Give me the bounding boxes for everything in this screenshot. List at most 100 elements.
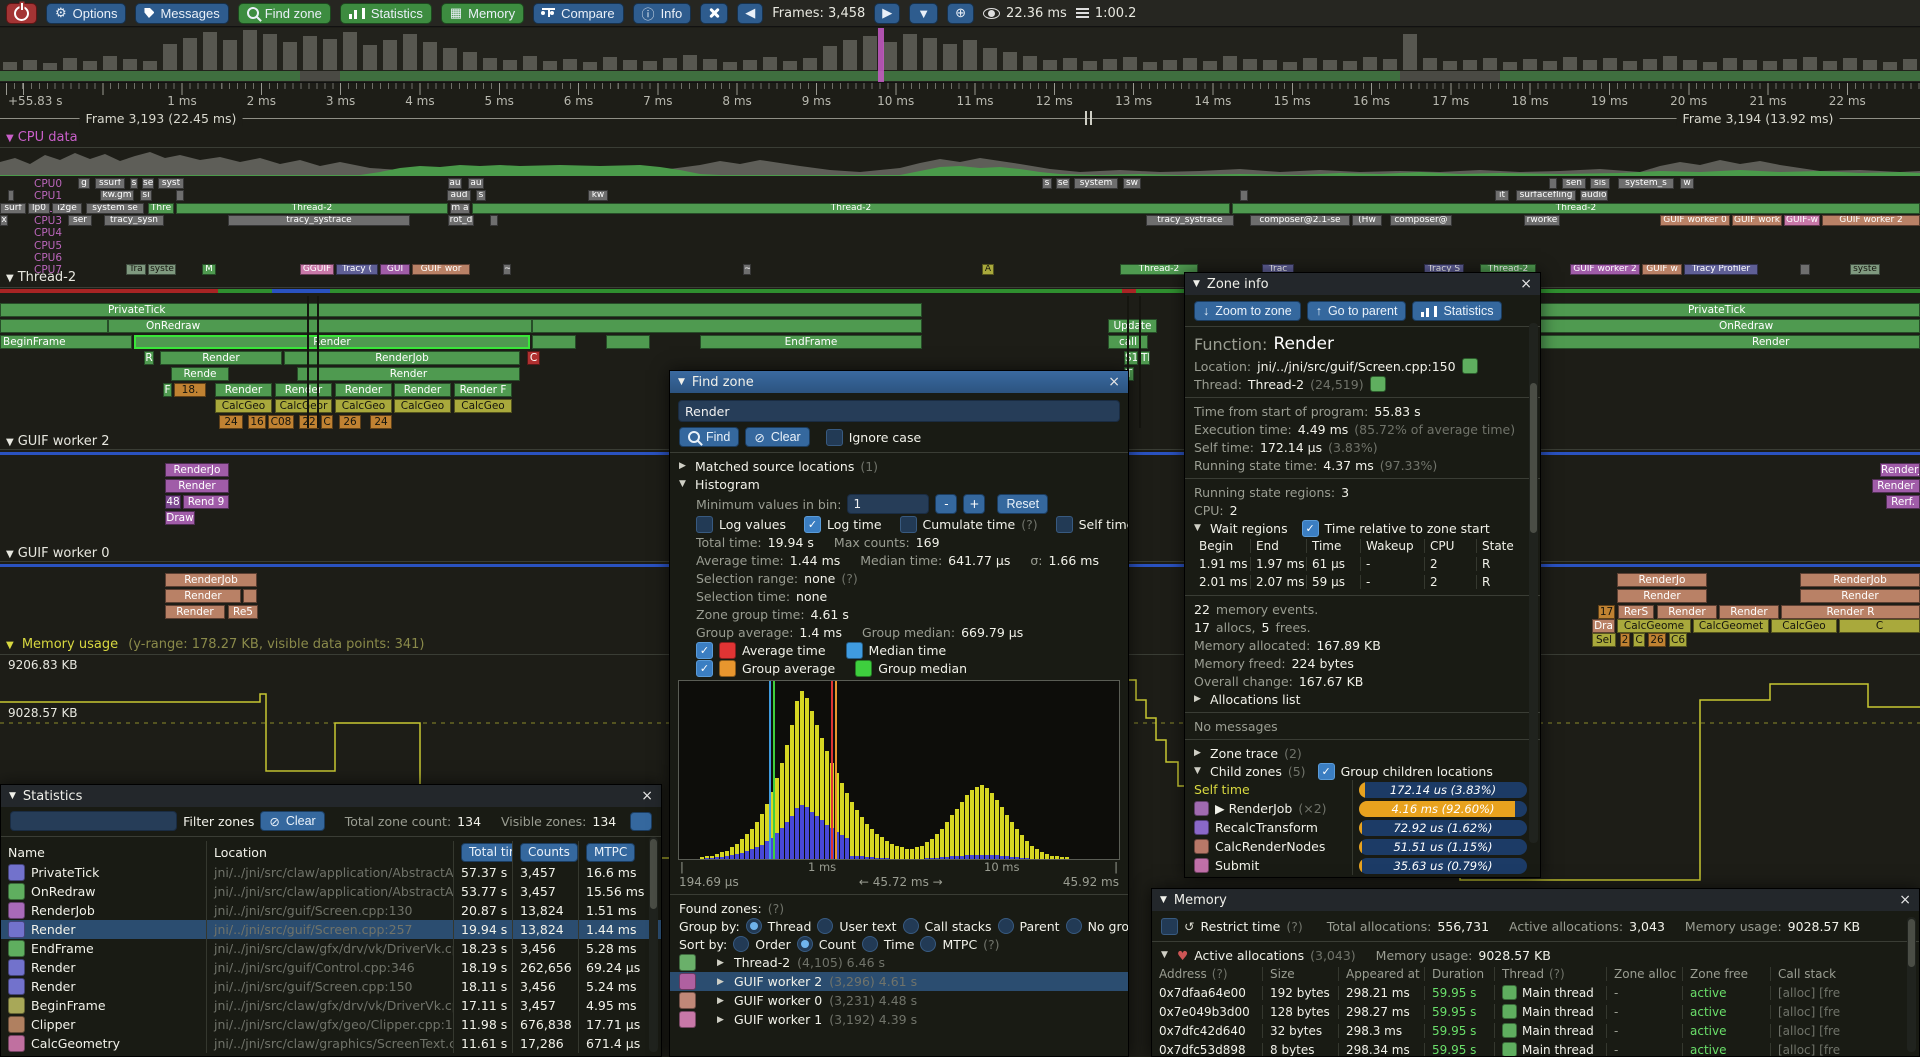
column-header[interactable]: Zone alloc <box>1614 966 1677 981</box>
group-by-radio-call-stacks[interactable] <box>902 918 919 934</box>
timeline-zone[interactable]: 26 <box>1648 633 1666 647</box>
timeline-zone[interactable]: CalcGeo <box>1771 619 1837 633</box>
timeline-zone[interactable]: CalcGeor <box>275 399 332 413</box>
timeline-zone[interactable]: Rende <box>171 367 229 381</box>
memory-button[interactable]: ▦ Memory <box>440 2 525 24</box>
cpu-zone[interactable]: GUIF worker 0 <box>1660 214 1730 226</box>
timeline-zone[interactable]: CalcGeomet <box>1693 619 1769 633</box>
timeline-zone[interactable]: RenderJo <box>165 463 229 477</box>
cpu-zone[interactable]: kw.gm <box>100 190 134 202</box>
column-header[interactable]: Appeared at <box>1346 966 1420 981</box>
cpu-zone[interactable]: GUI <box>380 264 410 276</box>
cpu-zone[interactable]: Thread-2 <box>472 202 1230 214</box>
timeline-zone[interactable]: RenderJob <box>165 573 257 587</box>
cpu-zone[interactable]: rworke <box>1524 214 1560 226</box>
timeline-zone[interactable] <box>606 335 650 349</box>
guif-worker0-header[interactable]: ▼ GUIF worker 0 <box>6 546 110 561</box>
timeline-zone[interactable]: CalcGeo <box>215 399 272 413</box>
timeline-zone[interactable]: RerS <box>1618 605 1654 619</box>
cpu-zone[interactable]: GGUIF <box>300 264 334 276</box>
cpu-zone[interactable]: syste <box>1850 264 1880 276</box>
statistics-row[interactable]: Render jni/../jni/src/guif/Screen.cpp:150… <box>1 977 661 996</box>
timeline-zone[interactable]: CalcGeome <box>1617 619 1691 633</box>
arrow-left-icon[interactable]: ◀ <box>737 2 764 24</box>
cpu-zone[interactable]: se <box>1056 178 1070 189</box>
clear-filter-button[interactable]: ⊘ Clear <box>260 811 325 831</box>
timeline-zone[interactable]: C <box>1633 633 1645 647</box>
cpu-zone[interactable] <box>1549 178 1557 189</box>
statistics-row[interactable]: Render jni/../jni/src/guif/Screen.cpp:257… <box>1 920 661 939</box>
cpu-zone[interactable]: it <box>1495 190 1509 202</box>
timeline-zone[interactable]: RenderJob <box>284 351 520 365</box>
timeline-zone[interactable]: C08 <box>268 415 294 429</box>
group-by-radio-no-grouping[interactable] <box>1065 918 1082 934</box>
statistics-row[interactable]: CalcGeometry jni/../jni/src/claw/graphics… <box>1 1034 661 1053</box>
child-zone-row[interactable]: Self time 172.14 us (3.83%) <box>1185 780 1540 799</box>
timeline-zone[interactable]: Tl <box>1140 351 1150 365</box>
timeline-zone[interactable]: CalcGeo <box>454 399 512 413</box>
cpu-zone[interactable]: system <box>1074 178 1118 189</box>
timeline-zone[interactable]: Render <box>215 383 272 397</box>
zone-info-titlebar[interactable]: ▼ Zone info × <box>1185 273 1540 295</box>
log-values-checkbox[interactable] <box>696 515 713 533</box>
cpu-zone[interactable]: m a <box>450 202 470 214</box>
timeline-zone[interactable]: Draw <box>165 511 195 525</box>
timeline-zone[interactable]: C <box>527 351 540 365</box>
cpu-zone[interactable]: composer@2.1-se <box>1250 214 1350 226</box>
timeline-zone[interactable]: Re5 <box>228 605 258 619</box>
cpu-zone[interactable]: g <box>78 178 90 189</box>
timeline-zone[interactable]: Rend 9 <box>183 495 229 509</box>
cpu-zone[interactable]: si <box>140 190 152 202</box>
cpu-zone[interactable]: tracy_systrace <box>1146 214 1234 226</box>
cpu-zone[interactable]: au <box>468 178 484 189</box>
cpu-zone[interactable]: GUIF worker 2 <box>1570 264 1640 276</box>
cpu-zone[interactable]: Thread-2 <box>1120 264 1198 276</box>
thread2-header[interactable]: ▼ Thread-2 <box>6 270 77 285</box>
sort-by-radio-mtpc[interactable] <box>920 936 937 952</box>
timeline-zone[interactable]: Render <box>160 351 282 365</box>
timeline-zone[interactable]: PrivateTick <box>0 303 922 317</box>
statistics-row[interactable]: Render jni/../jni/src/guif/Control.cpp:34… <box>1 958 661 977</box>
crosshair-icon[interactable]: ⊕ <box>947 2 975 24</box>
timeline-zone[interactable]: Render <box>335 383 392 397</box>
sort-counts-button[interactable]: Counts <box>520 842 578 862</box>
column-header[interactable]: Size <box>1270 966 1295 981</box>
timeline-zone[interactable]: Dra <box>1592 619 1615 633</box>
zone-info-scrollbar[interactable] <box>1529 323 1538 843</box>
find-zone-button[interactable]: Find zone <box>237 2 331 24</box>
statistics-row[interactable]: PrivateTick jni/../jni/src/claw/applicati… <box>1 863 661 882</box>
timeline-zone[interactable]: RenderJ <box>1880 463 1920 477</box>
cpu-zone[interactable] <box>490 214 498 226</box>
column-name[interactable]: Name <box>8 844 45 860</box>
cpu-zone[interactable]: surfacefling <box>1516 190 1576 202</box>
sort-mtpc-button[interactable]: MTPC <box>586 842 636 862</box>
allocation-row[interactable]: 0x7dfc53d898 8 bytes 298.34 ms 59.95 s Main … <box>1152 1040 1919 1056</box>
cpu-zone[interactable]: syst <box>158 178 184 189</box>
cpu-zone[interactable]: s <box>476 190 486 202</box>
timeline-zone[interactable]: 2 <box>1620 633 1630 647</box>
arrow-down-icon[interactable]: ▼ <box>909 2 939 24</box>
statistics-button[interactable]: Statistics <box>1412 301 1503 321</box>
timeline-zone[interactable]: Render <box>1719 605 1779 619</box>
increment-button[interactable]: + <box>963 494 986 514</box>
timeline-zone[interactable]: Render R <box>1781 605 1920 619</box>
close-icon[interactable]: × <box>1108 374 1120 390</box>
time-relative-checkbox[interactable]: ✓ <box>1301 519 1319 537</box>
timeline-zone[interactable]: 26 <box>339 415 361 429</box>
timeline-zone[interactable]: OnRedraw <box>108 319 532 333</box>
column-header[interactable]: Duration <box>1432 966 1485 981</box>
allocation-row[interactable]: 0x7e049b3d00 128 bytes 298.27 ms 59.95 s Mai… <box>1152 1002 1919 1021</box>
wait-region-row[interactable]: 2.01 ms 2.07 ms 59 μs -2 R <box>1194 573 1531 591</box>
wait-region-row[interactable]: 1.91 ms 1.97 ms 61 μs -2 R <box>1194 555 1531 573</box>
cpu-zone[interactable]: ~ <box>743 264 751 276</box>
group-children-checkbox[interactable]: ✓ <box>1317 762 1335 780</box>
cpu-zone[interactable]: GUIF-w <box>1784 214 1820 226</box>
wait-regions-row[interactable]: ▼ Wait regions ✓ Time relative to zone s… <box>1194 519 1490 537</box>
cpu-zone[interactable]: tracy_systrace <box>228 214 410 226</box>
memory-scrollbar[interactable] <box>1907 917 1916 1052</box>
statistics-row[interactable]: OnRedraw jni/../jni/src/claw/application/… <box>1 882 661 901</box>
timeline-zone[interactable]: Render <box>394 383 451 397</box>
group-by-radio-parent[interactable] <box>997 918 1014 934</box>
cpu-zone[interactable]: lp0 <box>28 202 50 214</box>
cpu-zone[interactable]: A <box>982 264 994 276</box>
